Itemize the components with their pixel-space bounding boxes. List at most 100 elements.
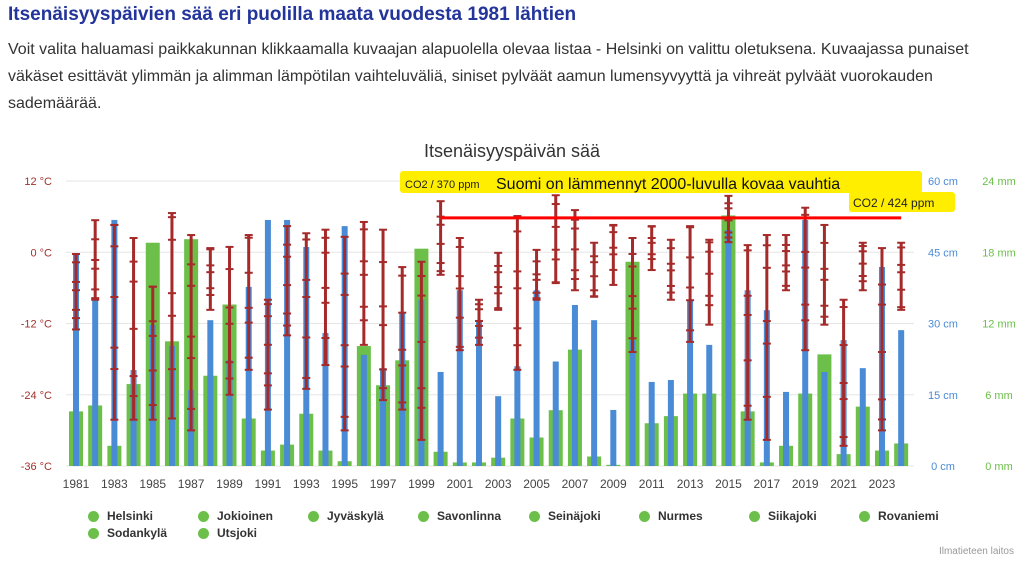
legend-label: Sodankylä xyxy=(107,526,168,540)
precip-tick-label: 24 mm xyxy=(982,176,1016,188)
snow-bar xyxy=(226,360,233,466)
snow-bar xyxy=(533,290,540,466)
snow-bar xyxy=(495,396,502,466)
snow-tick-label: 15 cm xyxy=(928,390,958,402)
legend-item-6[interactable]: Siikajoki xyxy=(749,509,817,523)
precip-tick-label: 18 mm xyxy=(982,247,1016,259)
legend-dot-icon xyxy=(198,510,209,522)
temp-tick-label: -12 °C xyxy=(21,319,52,331)
legend-label: Seinäjoki xyxy=(548,509,601,523)
x-tick-label: 1999 xyxy=(408,477,435,491)
legend-item-8[interactable]: Sodankylä xyxy=(88,526,167,540)
legend-label: Jyväskylä xyxy=(327,509,384,523)
snow-bar xyxy=(514,366,521,466)
snow-tick-label: 45 cm xyxy=(928,247,958,259)
legend-dot-icon xyxy=(529,510,540,522)
snow-bar xyxy=(322,333,329,466)
legend-item-3[interactable]: Savonlinna xyxy=(418,509,501,523)
x-tick-label: 2001 xyxy=(446,477,473,491)
x-tick-label: 1985 xyxy=(139,477,166,491)
co2-start-label: CO2 / 370 ppm xyxy=(405,179,480,191)
x-tick-label: 2021 xyxy=(830,477,857,491)
snow-bar xyxy=(73,253,79,466)
legend-item-9[interactable]: Utsjoki xyxy=(198,526,257,540)
legend-label: Savonlinna xyxy=(437,509,502,523)
precip-tick-label: 0 mm xyxy=(985,461,1013,473)
snow-tick-label: 30 cm xyxy=(928,319,958,331)
snow-bar xyxy=(456,290,463,466)
snow-bar xyxy=(437,371,444,466)
precip-tick-label: 12 mm xyxy=(982,319,1016,331)
snow-bar xyxy=(629,340,636,466)
legend-item-0[interactable]: Helsinki xyxy=(88,509,153,523)
legend-label: Siikajoki xyxy=(768,509,817,523)
x-tick-label: 1987 xyxy=(178,477,205,491)
legend-label: Helsinki xyxy=(107,509,154,523)
x-tick-label: 1983 xyxy=(101,477,128,491)
legend-item-2[interactable]: Jyväskylä xyxy=(308,509,384,523)
snow-bar xyxy=(821,371,828,466)
snow-bar xyxy=(552,361,559,466)
x-tick-label: 2019 xyxy=(792,477,819,491)
snow-bar xyxy=(859,368,866,466)
snow-tick-label: 60 cm xyxy=(928,176,958,188)
legend-label: Nurmes xyxy=(658,509,703,523)
temp-tick-label: -36 °C xyxy=(21,461,52,473)
annotation-highlight xyxy=(849,192,955,212)
x-tick-label: 1997 xyxy=(370,477,397,491)
snow-bar xyxy=(475,320,482,466)
snow-bar xyxy=(284,219,291,466)
legend-item-1[interactable]: Jokioinen xyxy=(198,509,273,523)
snow-bar xyxy=(648,381,655,466)
legend-item-7[interactable]: Rovaniemi xyxy=(859,509,939,523)
legend-label: Utsjoki xyxy=(217,526,258,540)
legend-dot-icon xyxy=(639,510,650,522)
snow-bar xyxy=(207,320,214,466)
x-tick-label: 2015 xyxy=(715,477,742,491)
x-tick-label: 1981 xyxy=(63,477,90,491)
snow-bar xyxy=(706,344,713,466)
chart-title: Itsenäisyyspäivän sää xyxy=(423,141,601,161)
snow-bar xyxy=(92,299,99,466)
x-tick-label: 2017 xyxy=(753,477,780,491)
snow-bar xyxy=(610,409,617,466)
x-tick-label: 2009 xyxy=(600,477,627,491)
x-tick-label: 2007 xyxy=(562,477,589,491)
temp-tick-label: -24 °C xyxy=(21,390,52,402)
legend-label: Jokioinen xyxy=(217,509,274,523)
x-tick-label: 2003 xyxy=(485,477,512,491)
snow-bar xyxy=(898,330,905,466)
annotation-text: Suomi on lämmennyt 2000-luvulla kovaa va… xyxy=(496,176,840,193)
snow-bar xyxy=(725,229,732,466)
snow-bar xyxy=(591,320,598,466)
snow-bar xyxy=(667,380,674,466)
annotation-highlight xyxy=(400,171,922,193)
legend-dot-icon xyxy=(198,527,209,539)
snow-bar xyxy=(380,368,387,466)
legend-label: Rovaniemi xyxy=(878,509,939,523)
legend-dot-icon xyxy=(88,510,99,522)
legend-dot-icon xyxy=(418,510,429,522)
x-tick-label: 1995 xyxy=(331,477,358,491)
x-tick-label: 2023 xyxy=(869,477,896,491)
x-tick-label: 2013 xyxy=(677,477,704,491)
legend-item-5[interactable]: Nurmes xyxy=(639,509,703,523)
x-tick-label: 2005 xyxy=(523,477,550,491)
temp-tick-label: 12 °C xyxy=(24,176,52,188)
legend-dot-icon xyxy=(859,510,870,522)
snow-bar xyxy=(360,354,367,466)
x-tick-label: 1989 xyxy=(216,477,243,491)
snow-bar xyxy=(783,391,790,466)
snow-bar xyxy=(687,299,694,466)
legend-dot-icon xyxy=(88,527,99,539)
snow-bar xyxy=(571,304,578,466)
legend-dot-icon xyxy=(749,510,760,522)
x-tick-label: 1991 xyxy=(255,477,282,491)
snow-bar xyxy=(245,286,252,466)
legend-dot-icon xyxy=(308,510,319,522)
precip-tick-label: 6 mm xyxy=(985,390,1013,402)
x-tick-label: 2011 xyxy=(639,477,665,491)
co2-end-label: CO2 / 424 ppm xyxy=(853,196,934,210)
legend-item-4[interactable]: Seinäjoki xyxy=(529,509,601,523)
